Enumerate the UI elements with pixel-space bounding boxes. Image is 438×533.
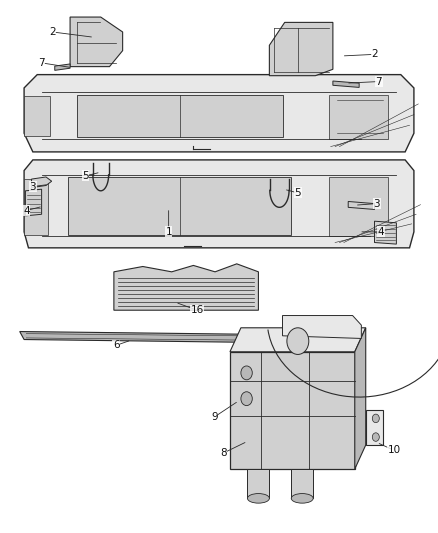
- Circle shape: [241, 366, 252, 380]
- Text: 2: 2: [49, 27, 56, 37]
- Polygon shape: [68, 177, 291, 235]
- Circle shape: [372, 433, 379, 441]
- Polygon shape: [247, 469, 269, 498]
- Polygon shape: [77, 95, 283, 137]
- Polygon shape: [20, 332, 245, 342]
- Text: 5: 5: [82, 171, 89, 181]
- Polygon shape: [55, 64, 70, 70]
- Ellipse shape: [291, 494, 313, 503]
- Text: 2: 2: [371, 50, 378, 59]
- Polygon shape: [230, 352, 355, 469]
- Polygon shape: [24, 160, 414, 248]
- Text: 3: 3: [29, 182, 36, 191]
- Circle shape: [372, 414, 379, 423]
- Circle shape: [241, 392, 252, 406]
- Polygon shape: [366, 410, 383, 445]
- Text: 7: 7: [38, 58, 45, 68]
- Polygon shape: [291, 469, 313, 498]
- Polygon shape: [24, 179, 48, 235]
- Polygon shape: [355, 328, 366, 469]
- Text: 7: 7: [375, 77, 382, 86]
- Text: 4: 4: [23, 206, 30, 215]
- Polygon shape: [32, 177, 52, 188]
- Circle shape: [287, 328, 309, 354]
- Polygon shape: [328, 177, 388, 236]
- Text: 6: 6: [113, 341, 120, 350]
- Polygon shape: [348, 201, 374, 209]
- Polygon shape: [283, 316, 361, 338]
- Polygon shape: [24, 75, 414, 152]
- Text: 16: 16: [191, 305, 204, 315]
- Polygon shape: [70, 17, 123, 67]
- Text: 3: 3: [373, 199, 380, 208]
- Text: 5: 5: [294, 188, 301, 198]
- Polygon shape: [328, 95, 388, 139]
- Text: 1: 1: [165, 227, 172, 237]
- Text: 8: 8: [220, 448, 227, 458]
- Polygon shape: [333, 81, 359, 87]
- Polygon shape: [374, 221, 396, 244]
- Polygon shape: [24, 96, 50, 136]
- Text: 10: 10: [388, 446, 401, 455]
- Polygon shape: [230, 328, 366, 352]
- Text: 9: 9: [211, 412, 218, 422]
- Polygon shape: [25, 189, 42, 216]
- Polygon shape: [269, 22, 333, 76]
- Polygon shape: [114, 264, 258, 310]
- Text: 4: 4: [378, 227, 385, 237]
- Ellipse shape: [247, 494, 269, 503]
